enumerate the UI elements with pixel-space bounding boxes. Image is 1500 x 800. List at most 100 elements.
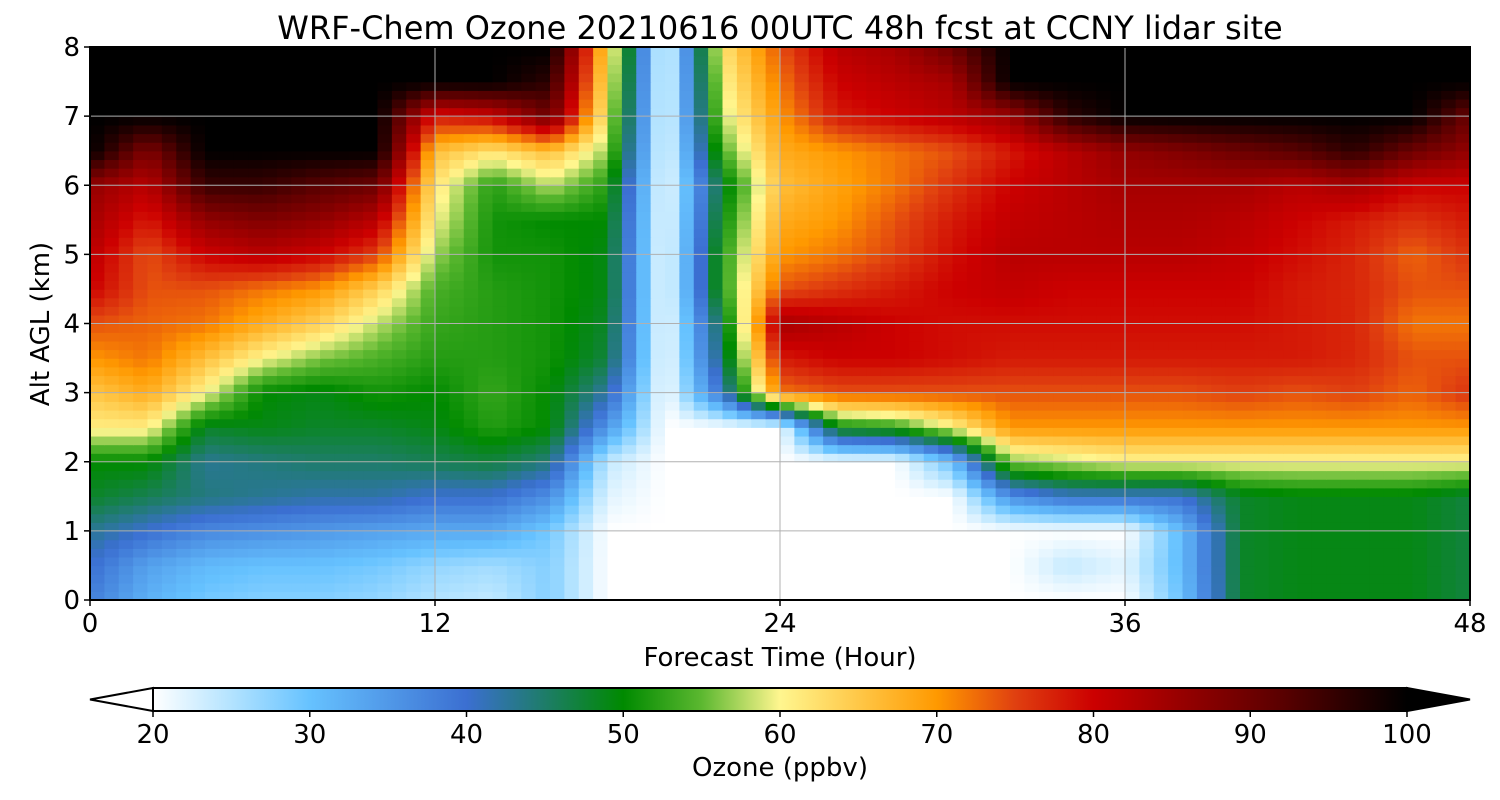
heatmap-cell <box>1297 479 1313 489</box>
heatmap-cell <box>1268 504 1284 515</box>
heatmap-cell <box>578 444 594 454</box>
heatmap-cell <box>305 453 321 463</box>
heatmap-cell <box>506 530 522 541</box>
heatmap-cell <box>981 150 997 161</box>
heatmap-cell <box>550 306 566 316</box>
heatmap-cell <box>1369 288 1385 299</box>
heatmap-cell <box>1240 504 1256 515</box>
heatmap-cell <box>794 219 810 230</box>
heatmap-cell <box>823 202 839 212</box>
heatmap-cell <box>1081 340 1097 351</box>
heatmap-cell <box>276 219 292 230</box>
heatmap-cell <box>909 297 925 307</box>
heatmap-cell <box>1096 306 1112 316</box>
heatmap-cell <box>837 539 853 549</box>
heatmap-cell <box>1426 306 1442 316</box>
heatmap-cell <box>1139 461 1155 472</box>
heatmap-cell <box>219 530 235 541</box>
heatmap-cell <box>276 159 292 169</box>
heatmap-cell <box>118 297 134 307</box>
heatmap-cell <box>751 418 767 428</box>
heatmap-cell <box>276 176 292 186</box>
heatmap-cell <box>636 427 652 437</box>
heatmap-cell <box>1355 375 1371 385</box>
heatmap-cell <box>1110 444 1126 454</box>
heatmap-cell <box>880 219 896 230</box>
heatmap-cell <box>1398 582 1414 593</box>
heatmap-cell <box>636 176 652 186</box>
heatmap-cell <box>363 245 379 256</box>
heatmap-cell <box>1340 453 1356 463</box>
heatmap-cell <box>1010 332 1026 342</box>
heatmap-cell <box>118 513 134 523</box>
heatmap-cell <box>765 496 781 506</box>
heatmap-cell <box>722 297 738 307</box>
heatmap-cell <box>1024 245 1040 256</box>
heatmap-cell <box>794 280 810 290</box>
heatmap-cell <box>118 487 134 498</box>
heatmap-cell <box>521 375 537 385</box>
heatmap-cell <box>1125 504 1141 515</box>
heatmap-cell <box>190 487 206 498</box>
heatmap-cell <box>1426 470 1442 480</box>
heatmap-cell <box>1426 314 1442 325</box>
heatmap-cell <box>463 470 479 480</box>
heatmap-cell <box>1024 228 1040 238</box>
heatmap-cell <box>1240 280 1256 290</box>
heatmap-cell <box>104 418 120 428</box>
heatmap-cell <box>1398 366 1414 377</box>
heatmap-cell <box>478 435 494 446</box>
heatmap-cell <box>1153 288 1169 299</box>
heatmap-cell <box>1412 150 1428 161</box>
heatmap-cell <box>851 202 867 212</box>
heatmap-cell <box>391 306 407 316</box>
heatmap-cell <box>492 314 508 325</box>
heatmap-cell <box>478 185 494 195</box>
heatmap-cell <box>291 582 307 593</box>
heatmap-cell <box>463 314 479 325</box>
heatmap-cell <box>564 280 580 290</box>
heatmap-cell <box>1096 496 1112 506</box>
heatmap-cell <box>607 176 623 186</box>
heatmap-cell <box>276 513 292 523</box>
heatmap-cell <box>363 556 379 567</box>
heatmap-cell <box>1139 470 1155 480</box>
heatmap-cell <box>837 159 853 169</box>
heatmap-cell <box>118 461 134 472</box>
heatmap-cell <box>909 358 925 368</box>
heatmap-cell <box>1125 470 1141 480</box>
heatmap-cell <box>621 444 637 454</box>
heatmap-cell <box>636 358 652 368</box>
heatmap-cell <box>1053 409 1069 420</box>
heatmap-cell <box>1053 245 1069 256</box>
heatmap-cell <box>363 565 379 575</box>
heatmap-cell <box>1311 228 1327 238</box>
heatmap-cell <box>621 185 637 195</box>
heatmap-cell <box>363 340 379 351</box>
heatmap-cell <box>248 159 264 169</box>
heatmap-cell <box>205 574 221 584</box>
heatmap-cell <box>665 556 681 567</box>
heatmap-cell <box>1225 582 1241 593</box>
heatmap-cell <box>722 409 738 420</box>
heatmap-cell <box>1340 522 1356 532</box>
heatmap-cell <box>1355 556 1371 567</box>
heatmap-cell <box>1369 548 1385 558</box>
heatmap-cell <box>981 479 997 489</box>
heatmap-cell <box>435 211 451 221</box>
heatmap-cell <box>348 444 364 454</box>
heatmap-cell <box>1369 401 1385 411</box>
heatmap-cell <box>435 435 451 446</box>
heatmap-cell <box>348 453 364 463</box>
heatmap-cell <box>420 314 436 325</box>
heatmap-cell <box>420 496 436 506</box>
heatmap-cell <box>909 444 925 454</box>
heatmap-cell <box>348 271 364 281</box>
heatmap-cell <box>147 530 163 541</box>
heatmap-cell <box>1110 383 1126 394</box>
heatmap-cell <box>305 202 321 212</box>
heatmap-cell <box>966 159 982 169</box>
heatmap-cell <box>564 461 580 472</box>
heatmap-cell <box>780 522 796 532</box>
heatmap-cell <box>219 548 235 558</box>
